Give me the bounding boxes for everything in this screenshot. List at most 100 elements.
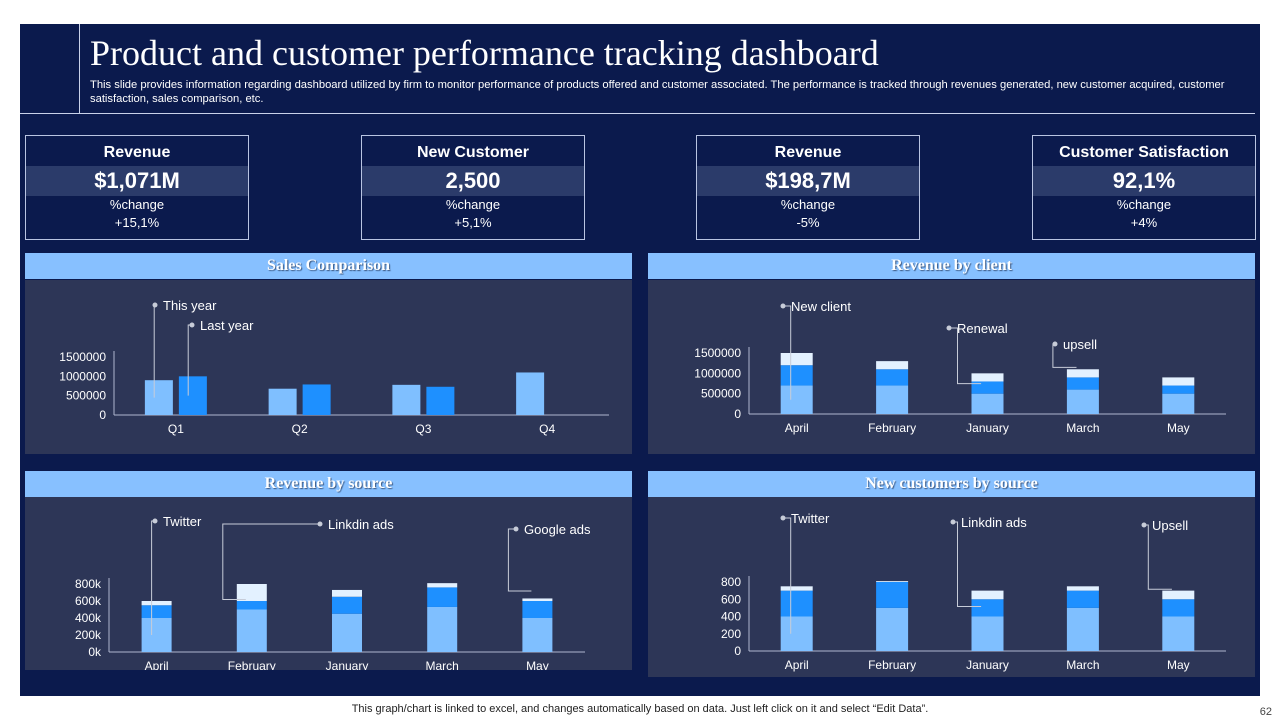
callout-label: Last year (200, 318, 254, 333)
kpi-change-value: -5% (796, 215, 820, 230)
kpi-value: $1,071M (94, 168, 180, 193)
bar-segment-twitter (1162, 616, 1195, 651)
kpi-card-revenue-2: Revenue $198,7M %change -5% (696, 135, 920, 240)
new-customers-by-source-header: New customers by source (648, 471, 1255, 497)
callout-leader (949, 327, 982, 385)
bar-segment-google-ads (332, 589, 362, 597)
bar-segment-linkdin-ads (236, 601, 267, 610)
y-tick-label: 500000 (66, 389, 106, 403)
x-tick-label: Q4 (539, 422, 555, 436)
callout-dot (1141, 522, 1147, 528)
bar-segment-twitter (780, 616, 813, 651)
bar-segment-linkdin-ads (427, 587, 458, 607)
kpi-change-label: %change (780, 197, 836, 212)
bar-segment-new-client (876, 385, 909, 414)
bar-segment-upsell (876, 581, 909, 582)
callout-label: Linkdin ads (961, 515, 1027, 530)
bar-segment-linkdin-ads (522, 601, 553, 618)
kpi-value: 2,500 (445, 168, 501, 193)
header-divider (20, 113, 1255, 114)
callout-label: Google ads (524, 522, 591, 537)
callout-label: This year (163, 298, 217, 313)
callout-leader (783, 517, 792, 634)
callout-dot (189, 322, 195, 328)
x-tick-label: April (785, 658, 809, 672)
footer-note: This graph/chart is linked to excel, and… (351, 703, 929, 715)
kpi-change-label: %change (109, 197, 165, 212)
callout-dot (950, 519, 956, 525)
revenue-by-source-header: Revenue by source (25, 471, 632, 497)
slide: Product and customer performance trackin… (20, 24, 1260, 696)
kpi-value-band (362, 166, 584, 196)
bar-segment-linkdin-ads (971, 599, 1004, 617)
x-tick-label: Q1 (168, 422, 184, 436)
callout-leader (222, 523, 320, 600)
bar-segment-twitter (427, 606, 458, 652)
y-tick-label: 400k (75, 611, 102, 625)
y-tick-label: 800 (721, 575, 741, 589)
kpi-value-band (1033, 166, 1255, 196)
callout-label: Linkdin ads (328, 517, 394, 532)
bar-segment-twitter (971, 616, 1004, 651)
bar-segment-linkdin-ads (1162, 599, 1195, 617)
bar-this-year (392, 384, 421, 415)
kpi-label: New Customer (416, 144, 530, 161)
bar-segment-new-client (1066, 389, 1099, 414)
y-tick-label: 1500000 (694, 346, 741, 360)
page-title: Product and customer performance trackin… (90, 33, 879, 73)
x-tick-label: May (1167, 658, 1190, 672)
bar-segment-upsell (876, 361, 909, 370)
x-tick-label: Q3 (415, 422, 431, 436)
kpi-label: Customer Satisfaction (1059, 144, 1229, 161)
y-tick-label: 200 (721, 627, 741, 641)
sales-comparison-chart: 0 500000 1000000 1500000 Q1 Q2 Q3 Q4 This year La… (59, 298, 609, 436)
new-customers-by-source-panel: 0 200 400 600 800 April February January March Ma… (648, 497, 1255, 677)
callout-dot (780, 515, 786, 521)
revenue-by-source-panel: 0k 200k 400k 600k 800k April February January Ma… (25, 497, 632, 670)
bar-segment-upsell (971, 373, 1004, 382)
bar-last-year (426, 386, 455, 415)
bar-segment-linkdin-ads (332, 596, 362, 614)
bar-segment-upsell (1066, 586, 1099, 591)
callout-leader (783, 305, 792, 400)
x-tick-label: January (966, 421, 1009, 435)
bar-segment-twitter (236, 609, 267, 652)
callout-dot (152, 302, 158, 308)
y-tick-label: 400 (721, 610, 741, 624)
bar-segment-google-ads (427, 583, 458, 588)
x-tick-label: May (526, 659, 549, 670)
callout-leader (507, 528, 532, 592)
y-tick-label: 200k (75, 628, 102, 642)
bar-segment-linkdin-ads (141, 605, 172, 618)
bar-segment-linkdin-ads (1066, 590, 1099, 608)
bar-segment-twitter (876, 607, 909, 651)
bar-segment-twitter (1066, 607, 1099, 651)
revenue-by-client-panel: 0 500000 1000000 1500000 April February Januar… (648, 280, 1255, 454)
x-tick-label: March (1066, 421, 1099, 435)
kpi-change-label: %change (1116, 197, 1172, 212)
bar-segment-upsell (780, 353, 813, 366)
callout-dot (513, 526, 519, 532)
callout-label: Twitter (163, 514, 202, 529)
kpi-value: 92,1% (1112, 168, 1176, 193)
callout-dot (780, 303, 786, 309)
kpi-change-value: +15,1% (114, 215, 160, 230)
callout-label: upsell (1063, 337, 1097, 352)
bar-segment-upsell (971, 590, 1004, 600)
kpi-value-band (26, 166, 248, 196)
y-tick-label: 1000000 (59, 369, 106, 383)
sales-comparison-header: Sales Comparison (25, 253, 632, 279)
bar-last-year (178, 376, 207, 415)
revenue-by-client-header: Revenue by client (648, 253, 1255, 279)
x-tick-label: March (1066, 658, 1099, 672)
bar-segment-renewal (876, 369, 909, 386)
bar-this-year (516, 372, 545, 415)
y-tick-label: 600k (75, 594, 102, 608)
callout-label: New client (791, 299, 851, 314)
callout-dot (317, 521, 323, 527)
bar-segment-twitter (141, 618, 172, 652)
new-customers-by-source-chart: 0 200 400 600 800 April February January March Ma… (721, 511, 1226, 672)
bar-segment-renewal (780, 365, 813, 386)
bar-segment-linkdin-ads (780, 590, 813, 617)
bar-segment-upsell (1162, 377, 1195, 386)
